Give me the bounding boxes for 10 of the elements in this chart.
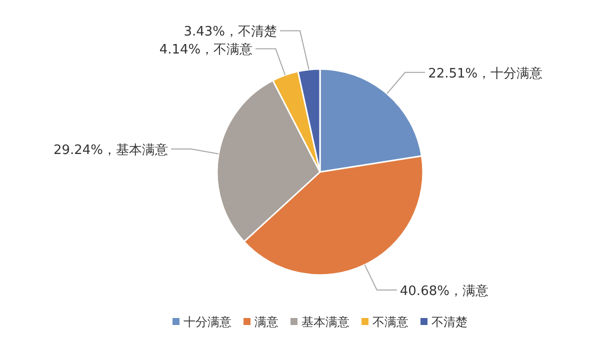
legend-label: 基本满意: [302, 315, 350, 329]
data-label: 29.24%，基本满意: [53, 142, 168, 158]
data-label: 22.51%，十分满意: [428, 66, 543, 82]
legend-label: 不清楚: [432, 315, 468, 329]
legend-label: 十分满意: [184, 315, 232, 329]
data-label: 4.14%，不满意: [159, 42, 253, 58]
legend-label: 满意: [254, 315, 278, 329]
legend-label: 不满意: [372, 315, 408, 329]
data-label: 3.43%，不清楚: [184, 24, 277, 40]
data-label: 40.68%，满意: [400, 284, 488, 299]
